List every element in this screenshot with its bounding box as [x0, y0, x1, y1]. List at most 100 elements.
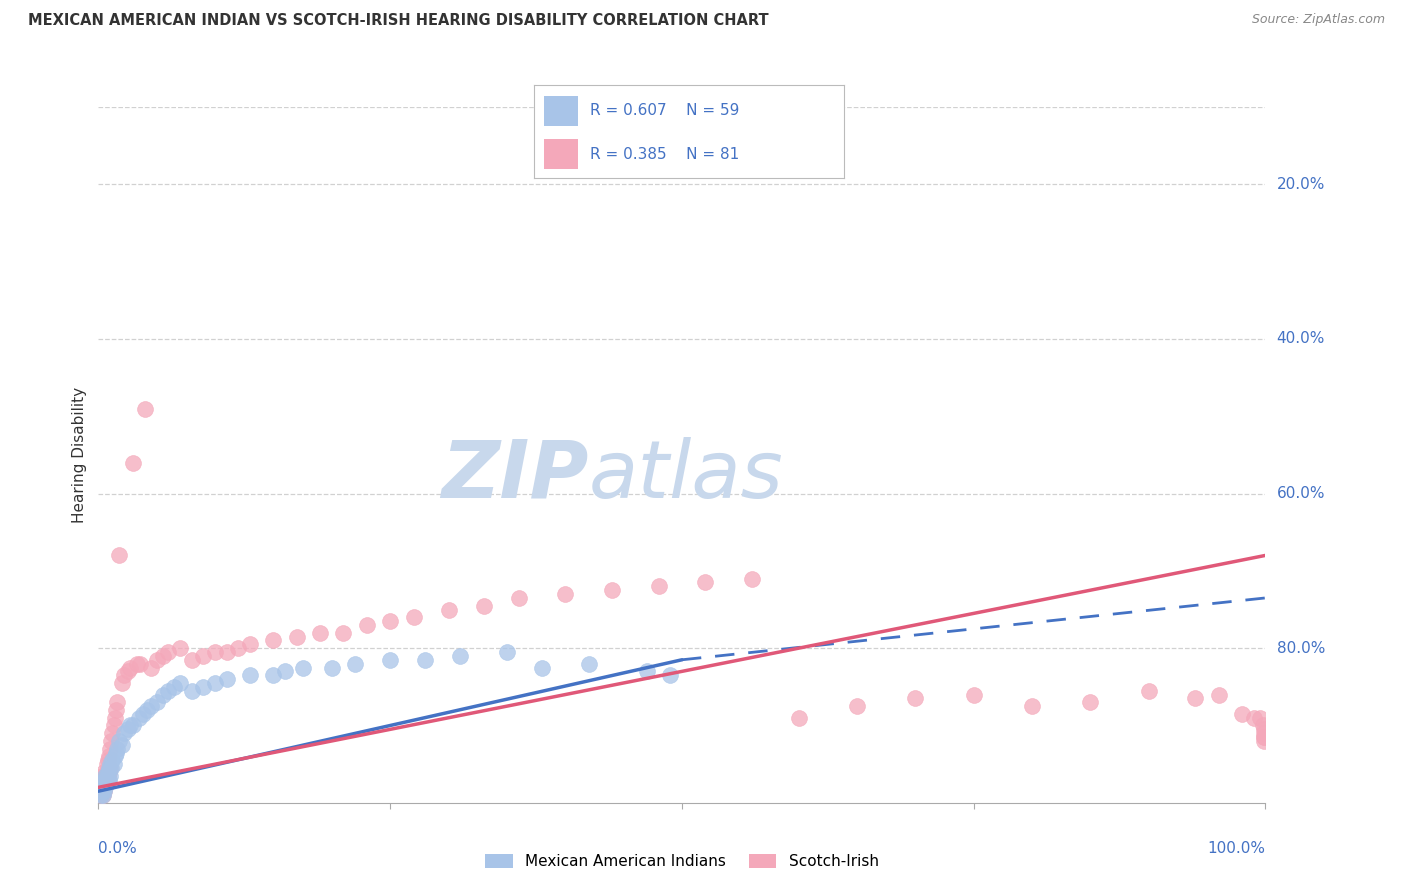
- Point: [344, 657, 367, 671]
- Point: [332, 625, 354, 640]
- Point: [94, 769, 117, 783]
- Point: [1253, 730, 1275, 744]
- Point: [193, 680, 215, 694]
- Point: [100, 734, 122, 748]
- Point: [93, 772, 115, 787]
- Point: [1253, 723, 1275, 737]
- Point: [96, 772, 118, 787]
- Point: [204, 645, 226, 659]
- Point: [215, 672, 238, 686]
- Point: [472, 599, 495, 613]
- Point: [98, 761, 121, 775]
- Point: [97, 761, 120, 775]
- Point: [157, 683, 180, 698]
- Point: [98, 769, 121, 783]
- Point: [1253, 734, 1275, 748]
- Point: [378, 614, 402, 628]
- Point: [122, 456, 145, 470]
- Point: [530, 660, 553, 674]
- Point: [356, 618, 378, 632]
- Point: [378, 653, 402, 667]
- Point: [128, 711, 150, 725]
- Point: [96, 776, 118, 790]
- Point: [647, 579, 669, 593]
- Point: [93, 776, 115, 790]
- Point: [239, 637, 262, 651]
- Point: [103, 757, 125, 772]
- Point: [91, 780, 114, 795]
- Point: [104, 703, 127, 717]
- Point: [122, 718, 145, 732]
- Point: [93, 784, 115, 798]
- Point: [97, 764, 120, 779]
- Text: 40.0%: 40.0%: [1277, 332, 1324, 346]
- Point: [104, 749, 127, 764]
- Point: [90, 769, 112, 783]
- Point: [1184, 691, 1206, 706]
- Point: [90, 780, 112, 795]
- Point: [215, 645, 238, 659]
- Point: [90, 784, 112, 798]
- Point: [1080, 695, 1102, 709]
- Point: [180, 653, 202, 667]
- Point: [163, 680, 186, 694]
- Point: [90, 780, 112, 795]
- Point: [112, 668, 135, 682]
- Point: [91, 788, 114, 802]
- Point: [111, 676, 134, 690]
- Point: [100, 761, 122, 775]
- Point: [204, 676, 226, 690]
- Point: [134, 401, 156, 416]
- Point: [90, 788, 112, 802]
- Point: [89, 784, 111, 798]
- Point: [104, 711, 127, 725]
- Point: [495, 645, 517, 659]
- Point: [741, 572, 763, 586]
- Point: [93, 784, 115, 798]
- Point: [91, 772, 114, 787]
- Point: [91, 788, 114, 802]
- Point: [659, 668, 682, 682]
- Point: [508, 591, 530, 605]
- Point: [437, 602, 460, 616]
- Point: [239, 668, 262, 682]
- Point: [169, 676, 191, 690]
- Point: [1243, 711, 1265, 725]
- Text: 60.0%: 60.0%: [1277, 486, 1324, 501]
- Point: [962, 688, 984, 702]
- Text: atlas: atlas: [589, 437, 783, 515]
- Point: [1208, 688, 1230, 702]
- Point: [90, 788, 112, 802]
- Point: [636, 665, 658, 679]
- Point: [1253, 726, 1275, 740]
- Point: [118, 718, 141, 732]
- Point: [1251, 718, 1274, 732]
- Text: ZIP: ZIP: [441, 437, 589, 515]
- Point: [600, 583, 623, 598]
- Point: [118, 660, 141, 674]
- Point: [169, 641, 191, 656]
- Point: [97, 769, 120, 783]
- Text: MEXICAN AMERICAN INDIAN VS SCOTCH-IRISH HEARING DISABILITY CORRELATION CHART: MEXICAN AMERICAN INDIAN VS SCOTCH-IRISH …: [28, 13, 769, 29]
- Point: [904, 691, 927, 706]
- Point: [117, 665, 139, 679]
- Point: [152, 688, 174, 702]
- Point: [132, 706, 155, 721]
- Text: Source: ZipAtlas.com: Source: ZipAtlas.com: [1251, 13, 1385, 27]
- Point: [98, 741, 121, 756]
- Text: 100.0%: 100.0%: [1208, 841, 1265, 856]
- Point: [139, 660, 162, 674]
- Point: [1230, 706, 1253, 721]
- Point: [96, 769, 118, 783]
- Point: [1253, 730, 1275, 744]
- Point: [152, 648, 174, 663]
- Point: [93, 776, 115, 790]
- Text: R = 0.607    N = 59: R = 0.607 N = 59: [591, 103, 740, 119]
- Point: [94, 780, 117, 795]
- Text: 20.0%: 20.0%: [1277, 177, 1324, 192]
- Point: [136, 703, 159, 717]
- Point: [180, 683, 202, 698]
- Point: [94, 780, 117, 795]
- Point: [97, 772, 120, 787]
- Point: [274, 665, 297, 679]
